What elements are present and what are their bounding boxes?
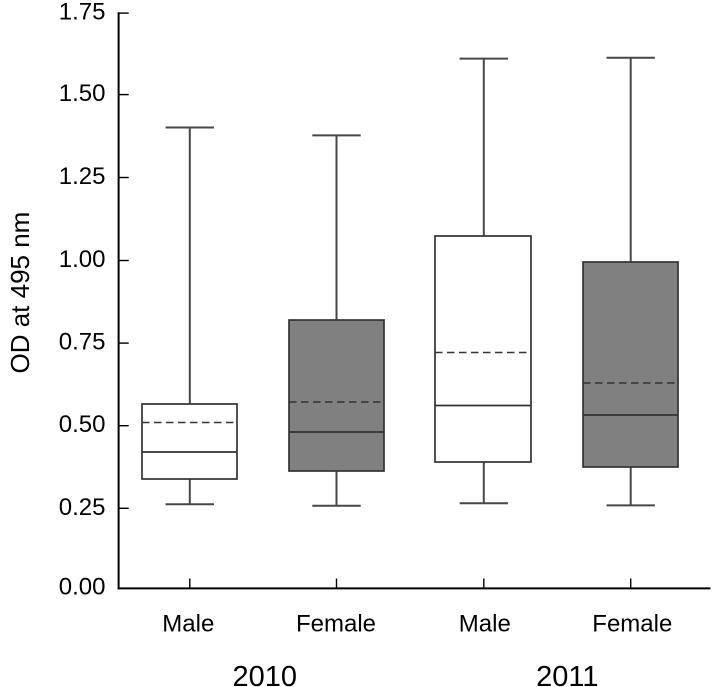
svg-text:Male: Male [459, 611, 511, 638]
svg-text:Female: Female [592, 611, 672, 638]
svg-text:Male: Male [162, 611, 214, 638]
svg-text:Female: Female [296, 611, 376, 638]
svg-text:0.00: 0.00 [59, 573, 106, 600]
svg-text:0.25: 0.25 [59, 494, 106, 521]
svg-text:1.25: 1.25 [59, 163, 106, 190]
svg-text:0.75: 0.75 [59, 329, 106, 356]
svg-text:2011: 2011 [536, 661, 598, 687]
svg-text:2010: 2010 [232, 661, 297, 687]
svg-text:OD at 495 nm: OD at 495 nm [5, 212, 35, 374]
svg-text:1.50: 1.50 [59, 80, 106, 107]
svg-text:1.75: 1.75 [59, 0, 106, 26]
svg-text:0.50: 0.50 [59, 411, 106, 438]
svg-text:1.00: 1.00 [59, 246, 106, 273]
